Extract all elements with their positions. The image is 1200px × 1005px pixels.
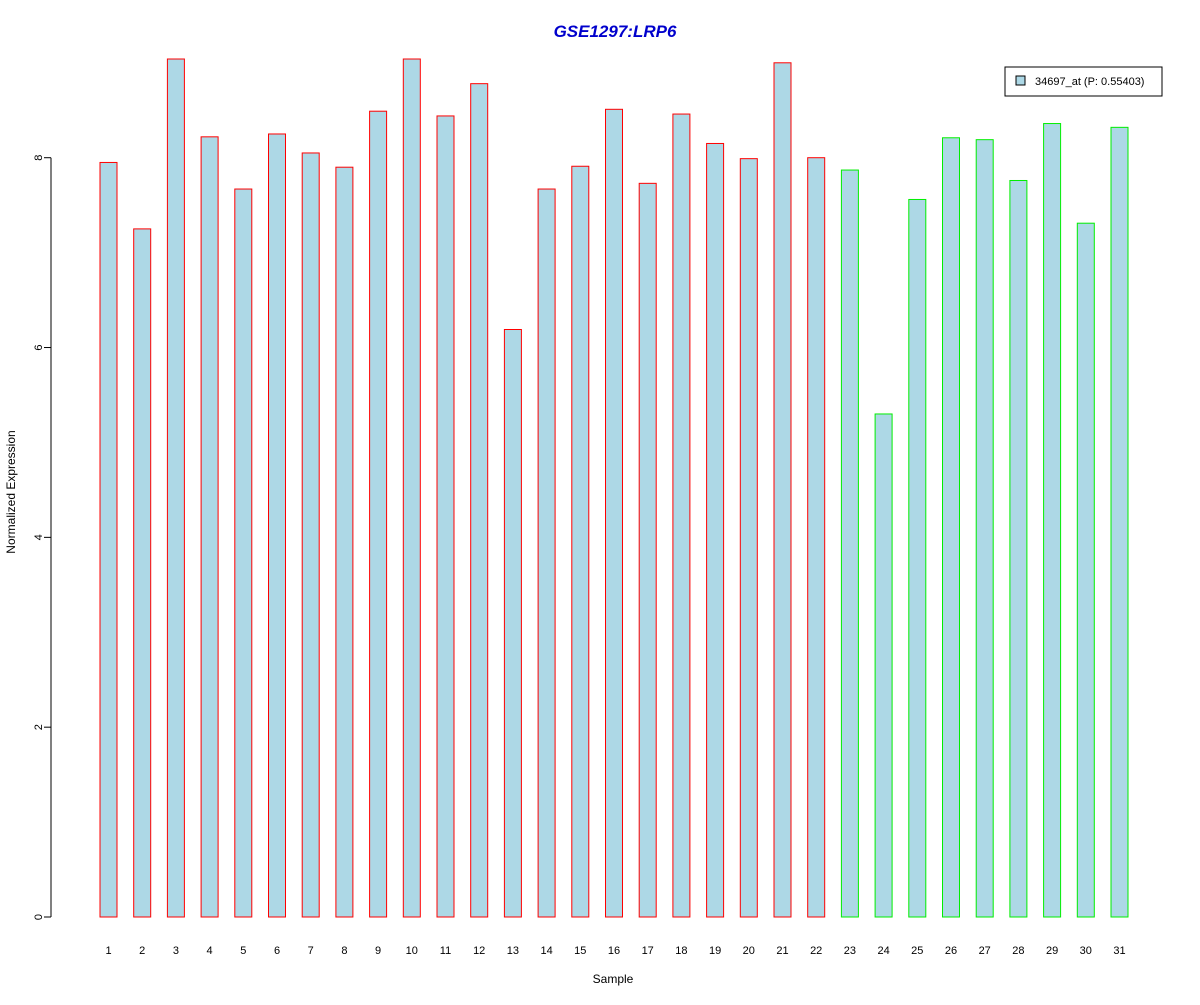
- x-tick-label: 11: [440, 945, 451, 957]
- bar-sample-13: [503, 328, 522, 918]
- x-tick-label: 5: [240, 945, 246, 957]
- bar-sample-7: [301, 152, 320, 918]
- x-tick-label: 27: [979, 945, 991, 957]
- x-axis-title: Sample: [593, 972, 634, 986]
- bar-sample-30: [1076, 222, 1095, 918]
- x-tick-label: 15: [574, 945, 586, 957]
- legend-swatch: [1015, 75, 1026, 86]
- x-tick-label: 28: [1012, 945, 1024, 957]
- bar-sample-26: [942, 137, 960, 918]
- bar-sample-1: [99, 161, 118, 918]
- bars-group: [99, 58, 1129, 918]
- bar-sample-28: [1009, 179, 1028, 918]
- bar-sample-19: [706, 142, 725, 918]
- x-tick-label: 18: [675, 945, 687, 957]
- bar-sample-10: [402, 58, 421, 918]
- x-tick-label: 10: [406, 945, 418, 957]
- x-tick-label: 8: [341, 945, 347, 957]
- bar-sample-14: [537, 188, 556, 918]
- bar-sample-21: [773, 62, 792, 918]
- y-tick-label: 6: [33, 344, 45, 350]
- y-axis-title: Normalized Expression: [4, 430, 18, 553]
- y-tick-label: 8: [33, 155, 45, 161]
- x-tick-label: 12: [473, 945, 485, 957]
- bar-sample-6: [268, 133, 286, 918]
- bar-sample-29: [1043, 123, 1062, 918]
- y-tick-label: 0: [33, 914, 45, 920]
- legend: 34697_at (P: 0.55403): [1004, 66, 1163, 97]
- x-tick-label: 7: [308, 945, 314, 957]
- x-tick-label: 19: [709, 945, 721, 957]
- x-tick-label: 9: [375, 945, 381, 957]
- bar-sample-27: [975, 139, 994, 918]
- bar-sample-24: [874, 413, 893, 918]
- bar-sample-11: [436, 115, 455, 918]
- bar-sample-12: [470, 83, 489, 918]
- x-tick-label: 26: [945, 945, 957, 957]
- x-axis-labels: 1 2 3 4 5 6 7 8 9 10 11 12 13 14 15 16 17 18 19 20 21 22 23 24 2…: [105, 945, 1125, 957]
- x-tick-label: 23: [844, 945, 856, 957]
- bar-sample-16: [605, 108, 623, 918]
- bar-sample-18: [672, 113, 691, 918]
- x-tick-label: 6: [274, 945, 280, 957]
- x-tick-label: 22: [810, 945, 822, 957]
- x-tick-label: 3: [173, 945, 179, 957]
- x-tick-label: 30: [1080, 945, 1092, 957]
- x-tick-label: 14: [540, 945, 552, 957]
- y-tick-label: 4: [33, 534, 45, 540]
- legend-box: [1004, 66, 1163, 97]
- x-tick-label: 17: [642, 945, 654, 957]
- x-tick-label: 1: [105, 945, 111, 957]
- bar-sample-23: [840, 169, 859, 918]
- bar-sample-8: [335, 166, 354, 918]
- bar-sample-31: [1110, 126, 1129, 918]
- bar-sample-9: [369, 110, 388, 918]
- bar-sample-4: [200, 136, 219, 918]
- bar-sample-2: [133, 228, 152, 918]
- x-tick-label: 16: [608, 945, 620, 957]
- x-tick-label: 25: [911, 945, 923, 957]
- chart-title: GSE1297:LRP6: [554, 22, 677, 41]
- bar-sample-17: [638, 182, 657, 918]
- x-tick-label: 24: [877, 945, 889, 957]
- legend-label: 34697_at (P: 0.55403): [1035, 76, 1144, 88]
- x-tick-label: 20: [743, 945, 755, 957]
- bar-sample-3: [166, 58, 185, 918]
- bar-sample-15: [571, 165, 590, 918]
- x-tick-label: 4: [207, 945, 213, 957]
- bar-sample-25: [908, 198, 927, 918]
- bar-sample-22: [807, 157, 826, 918]
- bar-sample-5: [234, 188, 253, 918]
- x-tick-label: 29: [1046, 945, 1058, 957]
- bar-sample-20: [739, 158, 758, 918]
- x-tick-label: 2: [139, 945, 145, 957]
- x-tick-label: 31: [1113, 945, 1125, 957]
- y-axis: 0 2 4 6 8: [33, 155, 52, 920]
- x-tick-label: 21: [776, 945, 788, 957]
- x-tick-label: 13: [507, 945, 519, 957]
- y-tick-label: 2: [33, 724, 45, 730]
